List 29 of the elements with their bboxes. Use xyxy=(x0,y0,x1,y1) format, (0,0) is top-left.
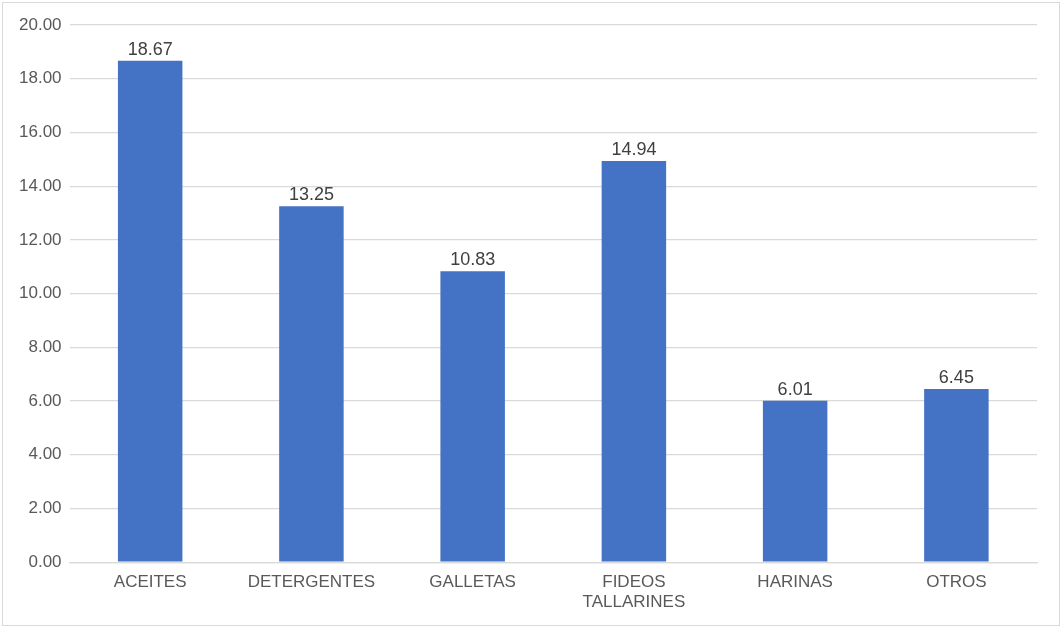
y-tick-label: 18.00 xyxy=(18,68,62,88)
y-tick-label: 20.00 xyxy=(18,14,62,34)
x-tick-label: OTROS xyxy=(926,572,987,592)
data-label: 10.83 xyxy=(450,249,496,270)
bar xyxy=(762,400,828,562)
y-tick-label: 6.00 xyxy=(28,390,62,410)
y-tick-label: 4.00 xyxy=(28,444,62,464)
y-tick-label: 16.00 xyxy=(18,122,62,142)
y-tick-label: 10.00 xyxy=(18,283,62,303)
y-tick-label: 0.00 xyxy=(28,551,62,571)
data-label: 14.94 xyxy=(611,138,657,159)
data-label: 13.25 xyxy=(288,184,334,205)
bar xyxy=(117,60,183,562)
y-tick-label: 8.00 xyxy=(28,337,62,357)
bar xyxy=(601,160,667,562)
bar xyxy=(279,206,344,562)
x-tick-label: GALLETAS xyxy=(429,572,516,592)
data-label: 6.45 xyxy=(938,366,974,387)
data-label: 18.67 xyxy=(127,38,173,59)
y-tick-label: 12.00 xyxy=(18,229,62,249)
data-label: 6.01 xyxy=(777,378,813,399)
y-tick-label: 2.00 xyxy=(28,498,62,518)
bar xyxy=(924,388,989,562)
y-tick-label: 14.00 xyxy=(18,175,62,195)
x-tick-label: DETERGENTES xyxy=(247,572,376,592)
bar xyxy=(440,271,505,562)
x-tick-label: ACEITES xyxy=(113,572,187,592)
x-tick-label: HARINAS xyxy=(757,572,833,592)
x-tick-label: FIDEOS TALLARINES xyxy=(582,572,686,612)
